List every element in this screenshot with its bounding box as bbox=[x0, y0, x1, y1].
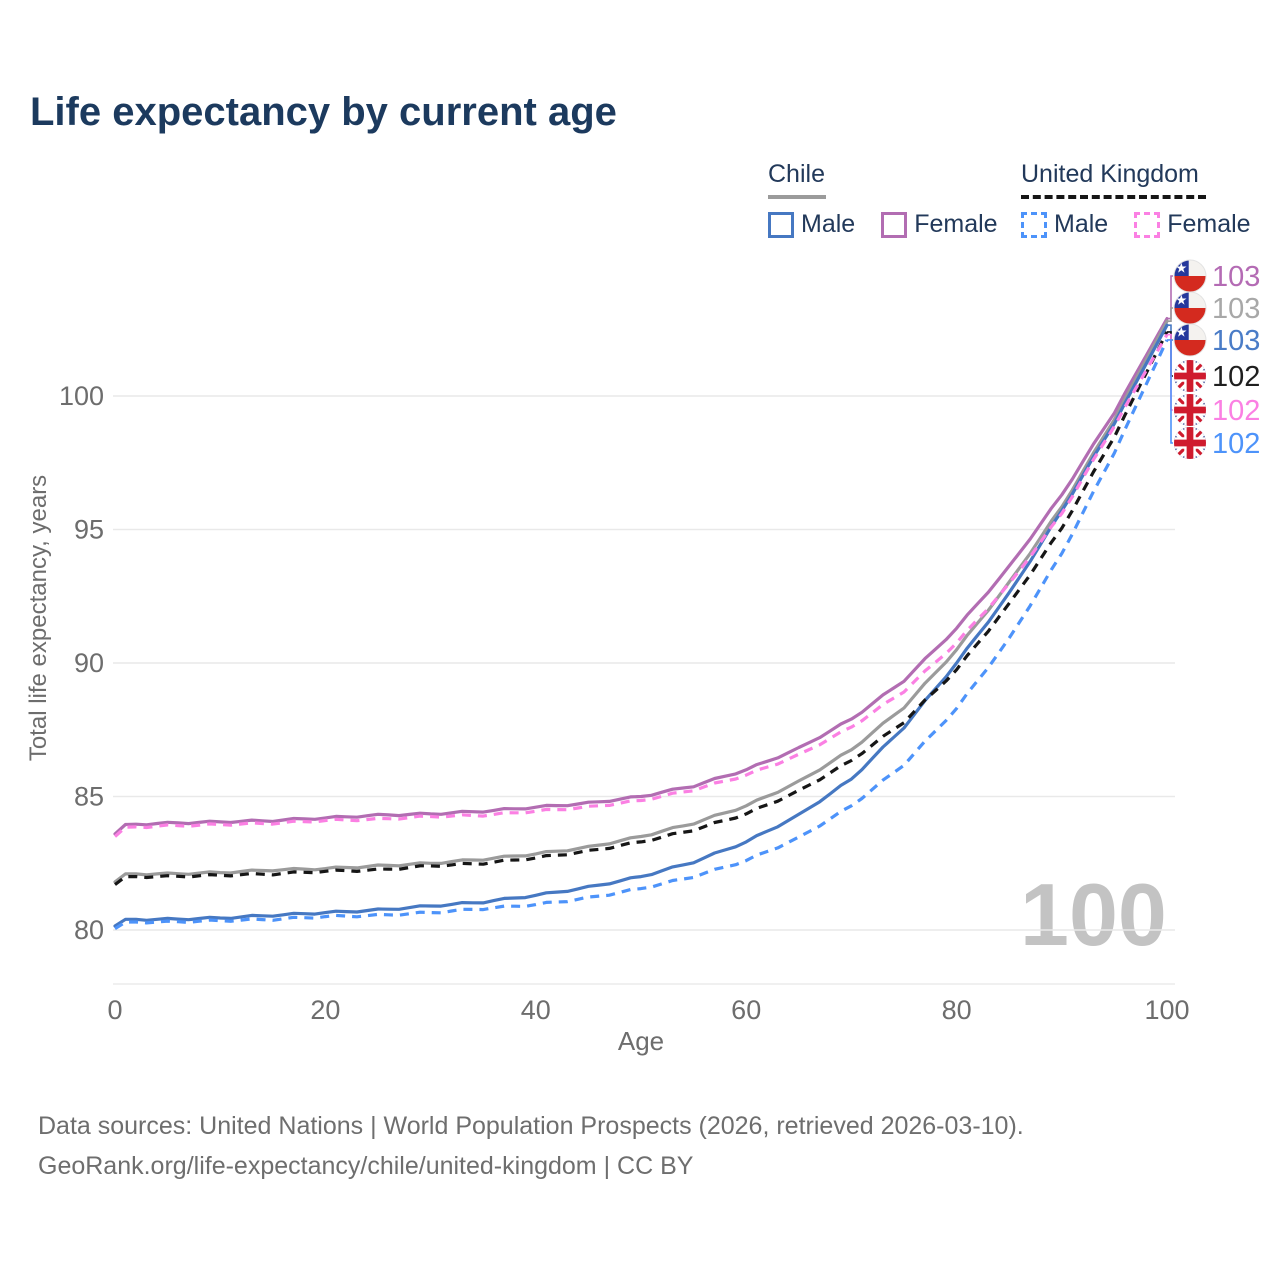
end-label-uk-all: 102 bbox=[1212, 361, 1260, 393]
chile-flag-icon: ★ bbox=[1173, 291, 1207, 325]
uk-line-style-sample bbox=[1021, 195, 1206, 199]
y-tick-label-95: 95 bbox=[74, 515, 104, 545]
legend-uk-items: Male Female bbox=[1021, 210, 1251, 239]
chile-male-checkbox[interactable] bbox=[768, 211, 794, 238]
chile-flag-red-band bbox=[1174, 340, 1206, 356]
line-uk-male bbox=[114, 339, 1169, 931]
line-uk-all bbox=[114, 331, 1169, 886]
y-tick-label-90: 90 bbox=[74, 648, 104, 678]
chile-flag-red-band bbox=[1174, 308, 1206, 324]
chile-line-style-sample bbox=[768, 195, 826, 199]
line-chile-female bbox=[113, 317, 1169, 836]
legend-chile-items: Male Female bbox=[768, 210, 998, 239]
end-label-uk-female: 102 bbox=[1212, 395, 1260, 427]
uk-flag-art bbox=[1174, 394, 1206, 426]
x-tick-label-0: 0 bbox=[107, 995, 122, 1025]
y-axis-title: Total life expectancy, years bbox=[25, 475, 52, 761]
leader-uk-all bbox=[1167, 331, 1173, 377]
leader-uk-female bbox=[1167, 333, 1173, 411]
y-tick-label-85: 85 bbox=[74, 782, 104, 812]
leader-chile-female bbox=[1167, 275, 1173, 320]
y-tick-label-80: 80 bbox=[74, 915, 104, 945]
uk-flag-art bbox=[1174, 427, 1206, 459]
footer-attribution: GeoRank.org/life-expectancy/chile/united… bbox=[38, 1152, 694, 1180]
x-tick-label-60: 60 bbox=[731, 995, 761, 1025]
footer-data-sources: Data sources: United Nations | World Pop… bbox=[38, 1112, 1024, 1140]
uk-female-checkbox[interactable] bbox=[1134, 211, 1161, 238]
page-title: Life expectancy by current age bbox=[30, 90, 617, 134]
leader-uk-male bbox=[1167, 339, 1173, 444]
chile-flag-red-band bbox=[1174, 276, 1206, 292]
chile-female-checkbox[interactable] bbox=[881, 211, 908, 238]
y-tick-label-100: 100 bbox=[59, 381, 104, 411]
age-counter-watermark: 100 bbox=[1020, 865, 1167, 964]
chile-male-label[interactable]: Male bbox=[801, 210, 856, 238]
x-axis-title: Age bbox=[618, 1026, 664, 1056]
end-label-chile-male: 103 bbox=[1212, 325, 1260, 357]
legend-uk: United Kingdom Male Female bbox=[1021, 160, 1251, 239]
x-tick-label-100: 100 bbox=[1144, 995, 1189, 1025]
line-chile-all bbox=[113, 319, 1169, 884]
legend-chile: Chile Male Female bbox=[768, 160, 998, 239]
chile-flag-icon: ★ bbox=[1173, 259, 1207, 293]
line-chile-male bbox=[113, 323, 1169, 928]
legend-chile-title: Chile bbox=[768, 160, 825, 188]
uk-male-label[interactable]: Male bbox=[1054, 210, 1109, 238]
x-tick-label-80: 80 bbox=[942, 995, 972, 1025]
uk-flag-icon bbox=[1174, 394, 1206, 426]
uk-female-label[interactable]: Female bbox=[1167, 210, 1251, 238]
x-tick-label-20: 20 bbox=[310, 995, 340, 1025]
leader-chile-all bbox=[1167, 307, 1173, 322]
end-label-uk-male: 102 bbox=[1212, 428, 1260, 460]
uk-flag-art bbox=[1174, 360, 1206, 392]
uk-flag-icon bbox=[1174, 360, 1206, 392]
end-label-chile-female: 103 bbox=[1212, 261, 1260, 293]
chile-flag-icon: ★ bbox=[1173, 323, 1207, 357]
flag-outline bbox=[1173, 323, 1207, 357]
legend-uk-title: United Kingdom bbox=[1021, 160, 1199, 188]
line-uk-female bbox=[113, 333, 1169, 838]
chile-female-label[interactable]: Female bbox=[914, 210, 998, 238]
x-tick-label-40: 40 bbox=[521, 995, 551, 1025]
uk-flag-icon bbox=[1174, 427, 1206, 459]
uk-male-checkbox[interactable] bbox=[1021, 211, 1047, 238]
footer: Data sources: United Nations | World Pop… bbox=[38, 1106, 1024, 1186]
end-label-chile-all: 103 bbox=[1212, 293, 1260, 325]
